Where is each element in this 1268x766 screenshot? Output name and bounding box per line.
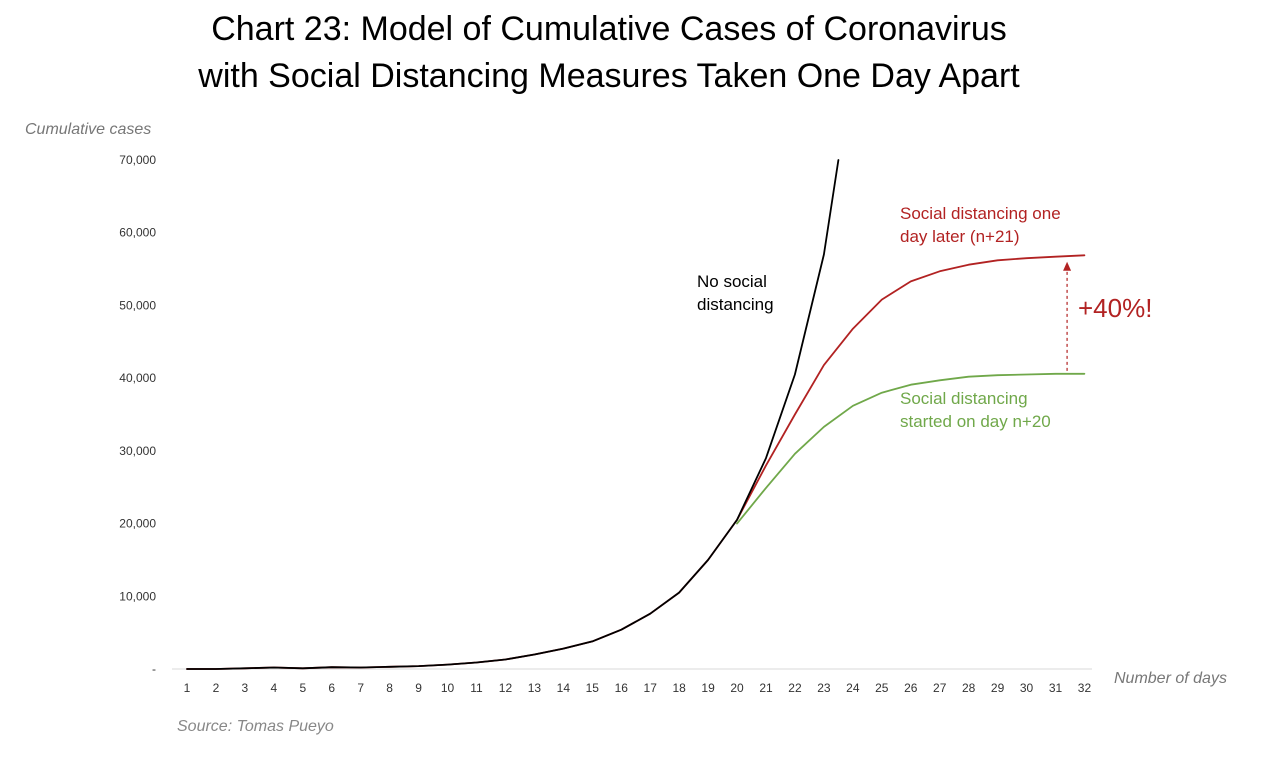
x-tick-label: 18 bbox=[672, 681, 686, 695]
label-no-distancing-line-2: distancing bbox=[697, 295, 774, 314]
y-tick-label: 10,000 bbox=[119, 589, 156, 603]
series-day-n20-line bbox=[736, 372, 1086, 525]
x-tick-label: 17 bbox=[644, 681, 658, 695]
label-one-day-later-line-2: day later (n+21) bbox=[900, 227, 1020, 246]
x-axis-label: Number of days bbox=[1114, 670, 1227, 687]
x-tick-label: 26 bbox=[904, 681, 918, 695]
x-tick-label: 8 bbox=[386, 681, 393, 695]
series-no-distancing-line bbox=[186, 159, 840, 670]
x-tick-label: 13 bbox=[528, 681, 542, 695]
x-tick-label: 23 bbox=[817, 681, 831, 695]
x-tick-label: 7 bbox=[357, 681, 364, 695]
y-tick-label: 60,000 bbox=[119, 226, 156, 240]
chart-title-line-2: with Social Distancing Measures Taken On… bbox=[198, 57, 1020, 95]
x-tick-label: 14 bbox=[557, 681, 571, 695]
x-tick-label: 21 bbox=[759, 681, 773, 695]
y-axis-label: Cumulative cases bbox=[25, 121, 151, 138]
source-note: Source: Tomas Pueyo bbox=[177, 718, 334, 735]
x-tick-label: 9 bbox=[415, 681, 422, 695]
x-tick-label: 10 bbox=[441, 681, 455, 695]
x-tick-label: 31 bbox=[1049, 681, 1063, 695]
label-day-n20-line-1: Social distancing bbox=[900, 389, 1028, 408]
series-one-day-later-line bbox=[186, 254, 1086, 670]
label-day-n20-line-2: started on day n+20 bbox=[900, 412, 1051, 431]
x-tick-label: 20 bbox=[730, 681, 744, 695]
x-tick-label: 3 bbox=[242, 681, 249, 695]
x-tick-label: 15 bbox=[586, 681, 600, 695]
x-tick-label: 27 bbox=[933, 681, 947, 695]
x-tick-label: 22 bbox=[788, 681, 802, 695]
y-tick-label: 40,000 bbox=[119, 371, 156, 385]
x-tick-label: 25 bbox=[875, 681, 889, 695]
x-tick-label: 24 bbox=[846, 681, 860, 695]
x-tick-label: 29 bbox=[991, 681, 1005, 695]
x-tick-label: 16 bbox=[615, 681, 629, 695]
label-one-day-later-line-1: Social distancing one bbox=[900, 204, 1061, 223]
x-tick-label: 19 bbox=[701, 681, 715, 695]
y-tick-label: - bbox=[152, 662, 156, 676]
y-tick-label: 30,000 bbox=[119, 444, 156, 458]
x-tick-label: 6 bbox=[328, 681, 335, 695]
x-tick-label: 28 bbox=[962, 681, 976, 695]
annotation-text: +40%! bbox=[1078, 293, 1152, 323]
label-no-distancing-line-1: No social bbox=[697, 272, 767, 291]
x-tick-label: 12 bbox=[499, 681, 513, 695]
y-tick-label: 20,000 bbox=[119, 517, 156, 531]
x-tick-label: 5 bbox=[299, 681, 306, 695]
x-tick-label: 30 bbox=[1020, 681, 1034, 695]
x-tick-label: 32 bbox=[1078, 681, 1092, 695]
annotation-arrow-head bbox=[1063, 261, 1072, 271]
x-tick-label: 1 bbox=[184, 681, 191, 695]
y-tick-label: 70,000 bbox=[119, 153, 156, 167]
x-tick-label: 11 bbox=[470, 681, 483, 695]
chart-title-line-1: Chart 23: Model of Cumulative Cases of C… bbox=[211, 10, 1007, 48]
x-tick-label: 2 bbox=[213, 681, 220, 695]
y-tick-label: 50,000 bbox=[119, 298, 156, 312]
x-tick-label: 4 bbox=[271, 681, 278, 695]
